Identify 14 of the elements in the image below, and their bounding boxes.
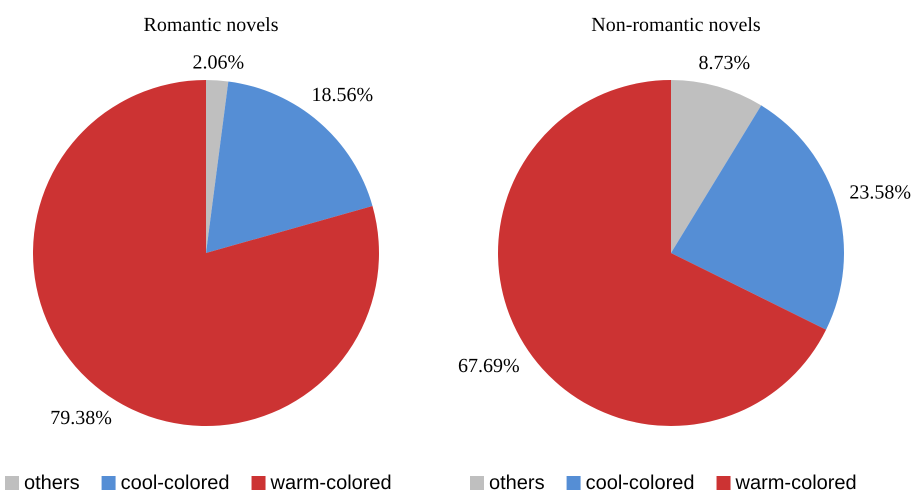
legend-label: warm-colored (270, 472, 392, 494)
chart-title: Non-romantic novels (591, 14, 761, 36)
data-label: 2.06% (192, 51, 244, 74)
data-label: 67.69% (458, 355, 520, 378)
legend-label: cool-colored (586, 472, 695, 494)
legend-label: cool-colored (120, 472, 230, 494)
legend-label: others (24, 472, 80, 494)
data-label: 8.73% (698, 52, 750, 74)
data-label: 79.38% (50, 407, 112, 430)
legend-label: others (489, 472, 545, 494)
chart-title: Romantic novels (144, 14, 279, 36)
legend-label: warm-colored (734, 472, 857, 494)
data-label: 18.56% (312, 84, 374, 106)
data-label: 23.58% (849, 181, 912, 204)
